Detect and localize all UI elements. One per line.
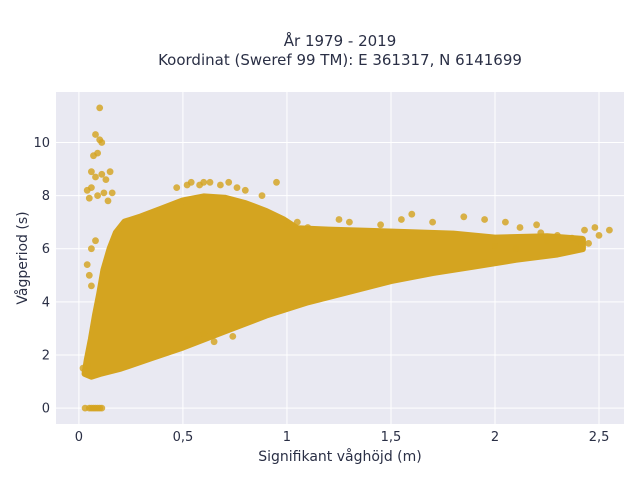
scatter-point-23 — [88, 184, 95, 192]
y-axis-ticks: 0 2 4 6 8 10 — [33, 136, 50, 417]
scatter-point-74 — [491, 242, 499, 250]
x-tick-label-3: 1,5 — [381, 430, 402, 445]
y-tick-label-2: 4 — [42, 295, 50, 310]
scatter-point-39 — [206, 178, 214, 186]
scatter-point-49 — [210, 338, 218, 346]
scatter-point-61 — [481, 216, 488, 223]
scatter-point-15 — [98, 139, 106, 146]
scatter-point-21 — [102, 176, 110, 184]
scatter-point-7 — [98, 404, 106, 412]
scatter-point-29 — [104, 197, 112, 205]
scatter-point-26 — [106, 168, 114, 176]
scatter-point-60 — [460, 213, 468, 221]
y-axis-title: Vågperiod (s) — [14, 211, 31, 304]
scatter-point-44 — [258, 192, 266, 200]
scatter-point-24 — [94, 192, 101, 200]
scatter-point-12 — [96, 104, 104, 112]
scatter-point-47 — [183, 335, 191, 343]
scatter-point-45 — [273, 178, 280, 186]
y-tick-label-4: 8 — [42, 189, 50, 204]
scatter-point-70 — [595, 232, 603, 239]
x-tick-label-5: 2,5 — [589, 430, 610, 445]
scatter-point-54 — [335, 216, 343, 223]
scatter-point-64 — [533, 221, 540, 229]
y-tick-label-3: 6 — [42, 242, 50, 257]
y-tick-label-1: 2 — [42, 348, 50, 363]
scatter-point-32 — [88, 245, 95, 253]
scatter-point-27 — [108, 189, 116, 197]
x-tick-label-2: 1 — [283, 430, 291, 445]
scatter-point-72 — [581, 226, 588, 234]
scatter-point-66 — [554, 232, 561, 239]
scatter-point-25 — [100, 189, 108, 197]
scatter-point-13 — [92, 131, 99, 138]
scatter-point-69 — [585, 240, 592, 247]
scatter-point-19 — [92, 173, 99, 181]
scatter-point-75 — [512, 245, 520, 253]
scatter-point-cloud — [81, 193, 586, 380]
scatter-point-40 — [217, 181, 224, 189]
scatter-point-28 — [85, 194, 93, 202]
chart-title-line-2: Koordinat (Sweref 99 TM): E 361317, N 61… — [158, 51, 522, 69]
scatter-point-34 — [88, 282, 95, 290]
scatter-point-62 — [502, 218, 509, 226]
x-tick-label-4: 2 — [491, 430, 499, 445]
x-tick-label-0: 0 — [75, 430, 83, 445]
x-axis-ticks: 0 0,5 1 1,5 2 2,5 — [75, 430, 610, 445]
scatter-point-33 — [92, 237, 99, 245]
scatter-point-10 — [83, 362, 91, 369]
x-axis-title: Signifikant våghöjd (m) — [258, 448, 421, 465]
scatter-point-43 — [241, 186, 249, 194]
scatter-point-57 — [398, 216, 405, 223]
scatter-point-59 — [429, 218, 436, 226]
scatter-point-55 — [346, 218, 353, 226]
scatter-point-20 — [98, 170, 106, 178]
scatter-point-42 — [233, 184, 241, 192]
scatter-point-63 — [516, 224, 524, 231]
scatter-point-56 — [377, 221, 384, 229]
scatter-point-67 — [568, 234, 576, 242]
scatter-point-73 — [591, 224, 599, 231]
scatter-point-51 — [283, 221, 291, 229]
scatter-point-53 — [304, 224, 312, 231]
scatter-point-77 — [481, 258, 488, 266]
scatter-point-68 — [574, 237, 582, 245]
scatter-point-48 — [200, 330, 208, 338]
scatter-point-71 — [606, 226, 613, 234]
scatter-point-31 — [85, 271, 93, 279]
scatter-points — [79, 104, 613, 412]
scatter-point-52 — [293, 218, 301, 226]
scatter-point-18 — [88, 168, 95, 176]
scatter-point-30 — [83, 261, 91, 268]
scatter-point-41 — [225, 178, 233, 186]
y-tick-label-0: 0 — [42, 402, 50, 417]
scatter-point-38 — [200, 178, 208, 186]
scatter-point-65 — [537, 229, 545, 237]
scatter-point-46 — [173, 184, 181, 192]
x-tick-label-1: 0,5 — [173, 430, 194, 445]
scatter-point-17 — [94, 149, 101, 157]
scatter-point-76 — [543, 237, 551, 245]
chart-title-line-1: År 1979 - 2019 — [284, 31, 397, 50]
scatter-point-36 — [187, 178, 195, 186]
y-tick-label-5: 10 — [33, 136, 50, 151]
scatter-point-50 — [229, 333, 237, 340]
scatter-point-58 — [408, 210, 416, 218]
scatter-dense-region — [81, 193, 586, 380]
scatter-point-11 — [85, 370, 93, 377]
